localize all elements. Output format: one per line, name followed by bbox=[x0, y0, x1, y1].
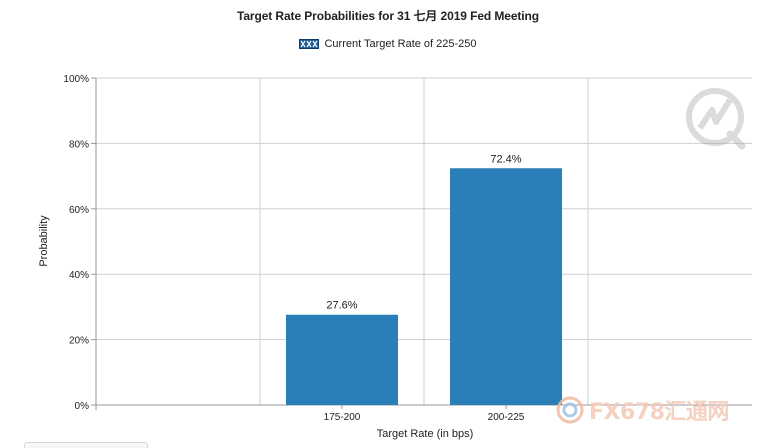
legend-swatch-icon bbox=[299, 39, 320, 49]
y-tick-label: 20% bbox=[69, 336, 89, 347]
horizontal-scrollbar[interactable] bbox=[24, 442, 148, 448]
watermark-brand: FX678汇通网 bbox=[555, 395, 729, 425]
chart-legend: Current Target Rate of 225-250 bbox=[0, 38, 776, 50]
watermark-logo-icon bbox=[686, 88, 746, 150]
chart-title: Target Rate Probabilities for 31 七月 2019… bbox=[237, 9, 539, 23]
legend-label: Current Target Rate of 225-250 bbox=[324, 38, 477, 50]
bar bbox=[450, 168, 562, 405]
watermark-brand-text: FX678汇通网 bbox=[589, 400, 729, 425]
y-tick-label: 60% bbox=[69, 205, 89, 216]
watermark-brand-icon bbox=[556, 396, 584, 424]
y-tick-label: 40% bbox=[69, 270, 89, 281]
y-tick-label: 80% bbox=[69, 139, 89, 150]
y-axis-title: Probability bbox=[38, 215, 50, 267]
y-tick-label: 100% bbox=[63, 74, 89, 85]
x-tick-label: 175-200 bbox=[324, 412, 361, 423]
bar bbox=[286, 314, 398, 405]
x-axis-title: Target Rate (in bps) bbox=[376, 428, 474, 440]
x-tick-label: 200-225 bbox=[488, 412, 525, 423]
data-label: 72.4% bbox=[490, 153, 521, 165]
data-label: 27.6% bbox=[326, 300, 357, 312]
y-tick-label: 0% bbox=[75, 401, 90, 412]
